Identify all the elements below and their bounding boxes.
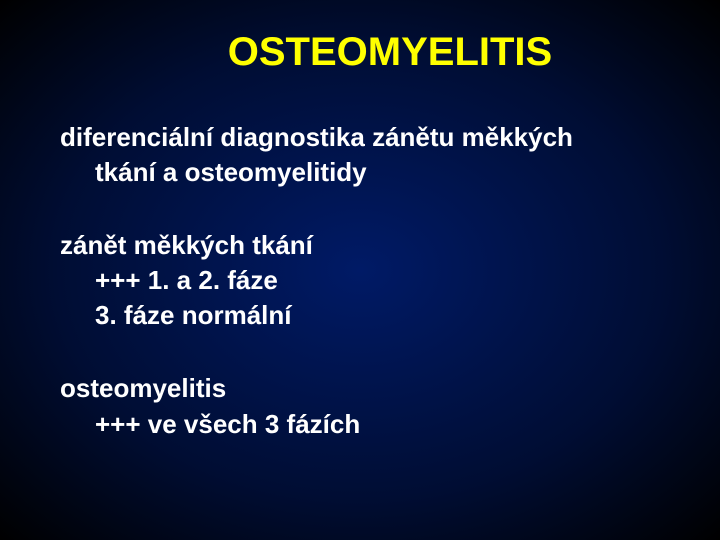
text-line: tkání a osteomyelitidy xyxy=(60,155,660,190)
section-soft-tissue: zánět měkkých tkání +++ 1. a 2. fáze 3. … xyxy=(60,228,660,333)
text-line: osteomyelitis xyxy=(60,371,660,406)
text-line: diferenciální diagnostika zánětu měkkých xyxy=(60,120,660,155)
text-line: 3. fáze normální xyxy=(60,298,660,333)
page-title: OSTEOMYELITIS xyxy=(120,30,660,75)
section-differential-diagnosis: diferenciální diagnostika zánětu měkkých… xyxy=(60,120,660,190)
text-line: +++ ve všech 3 fázích xyxy=(60,407,660,442)
text-line: +++ 1. a 2. fáze xyxy=(60,263,660,298)
slide-container: OSTEOMYELITIS diferenciální diagnostika … xyxy=(0,0,720,540)
text-line: zánět měkkých tkání xyxy=(60,228,660,263)
section-osteomyelitis: osteomyelitis +++ ve všech 3 fázích xyxy=(60,371,660,441)
